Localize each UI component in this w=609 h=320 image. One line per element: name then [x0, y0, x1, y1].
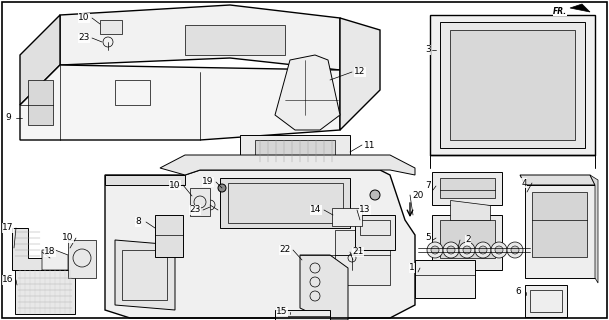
Text: 19: 19 — [202, 178, 214, 187]
Polygon shape — [440, 22, 585, 148]
Text: 23: 23 — [79, 34, 90, 43]
Polygon shape — [20, 65, 340, 140]
Text: FR.: FR. — [553, 7, 567, 16]
Bar — [530, 290, 562, 312]
Text: 1: 1 — [409, 263, 415, 273]
Bar — [440, 220, 495, 258]
Text: 21: 21 — [353, 247, 364, 257]
Circle shape — [218, 184, 226, 192]
Text: 10: 10 — [78, 13, 90, 22]
Polygon shape — [160, 155, 415, 175]
Circle shape — [370, 190, 380, 200]
Circle shape — [447, 246, 455, 254]
Circle shape — [495, 246, 503, 254]
Bar — [122, 250, 167, 300]
Bar — [115, 80, 150, 105]
Circle shape — [475, 242, 491, 258]
Polygon shape — [590, 175, 598, 283]
Bar — [415, 260, 475, 298]
Circle shape — [511, 246, 519, 254]
Text: 18: 18 — [44, 247, 56, 257]
Bar — [15, 270, 75, 314]
Polygon shape — [105, 175, 185, 185]
Bar — [100, 20, 122, 34]
Bar — [525, 285, 567, 317]
Circle shape — [314, 89, 326, 101]
Text: 14: 14 — [311, 205, 322, 214]
Text: 12: 12 — [354, 68, 365, 76]
Text: 3: 3 — [425, 45, 431, 54]
Text: 9: 9 — [5, 114, 11, 123]
Bar — [190, 188, 210, 216]
Circle shape — [443, 242, 459, 258]
Polygon shape — [20, 15, 60, 105]
Bar — [68, 240, 96, 278]
Bar — [220, 178, 350, 228]
Circle shape — [463, 246, 471, 254]
Polygon shape — [115, 240, 175, 310]
Polygon shape — [12, 228, 42, 270]
Polygon shape — [300, 255, 348, 320]
Polygon shape — [570, 4, 590, 12]
Bar — [185, 25, 285, 55]
Bar — [532, 192, 587, 257]
Polygon shape — [450, 200, 490, 220]
Polygon shape — [450, 30, 575, 140]
Text: 10: 10 — [169, 180, 181, 189]
Bar — [360, 220, 390, 235]
Polygon shape — [105, 170, 415, 318]
Text: 8: 8 — [135, 218, 141, 227]
Text: 2: 2 — [465, 236, 471, 244]
Text: 10: 10 — [62, 234, 74, 243]
Bar — [332, 208, 362, 226]
Text: 15: 15 — [276, 308, 287, 316]
Text: 23: 23 — [189, 205, 201, 214]
Polygon shape — [520, 175, 595, 185]
Bar — [255, 140, 335, 162]
Bar — [440, 178, 495, 198]
Text: 20: 20 — [412, 190, 424, 199]
Circle shape — [427, 242, 443, 258]
Circle shape — [491, 242, 507, 258]
Bar — [228, 183, 343, 223]
Bar — [355, 215, 395, 250]
Polygon shape — [430, 15, 595, 155]
Text: 13: 13 — [359, 205, 371, 214]
Polygon shape — [42, 250, 68, 270]
Bar — [28, 80, 53, 125]
Circle shape — [431, 246, 439, 254]
Polygon shape — [240, 135, 350, 168]
Bar — [335, 230, 390, 285]
Polygon shape — [432, 215, 502, 270]
Polygon shape — [275, 55, 340, 130]
Polygon shape — [525, 185, 595, 278]
Polygon shape — [432, 172, 502, 205]
Text: 6: 6 — [515, 287, 521, 297]
Polygon shape — [60, 5, 340, 70]
Bar — [275, 310, 330, 320]
Text: 7: 7 — [425, 181, 431, 190]
Text: 5: 5 — [425, 234, 431, 243]
Text: 17: 17 — [2, 223, 14, 233]
Text: 4: 4 — [521, 179, 527, 188]
Circle shape — [507, 242, 523, 258]
Polygon shape — [340, 18, 380, 130]
Text: 16: 16 — [2, 276, 14, 284]
Text: 11: 11 — [364, 140, 376, 149]
Circle shape — [459, 242, 475, 258]
Circle shape — [479, 246, 487, 254]
Text: 22: 22 — [280, 245, 290, 254]
Bar — [155, 215, 183, 257]
